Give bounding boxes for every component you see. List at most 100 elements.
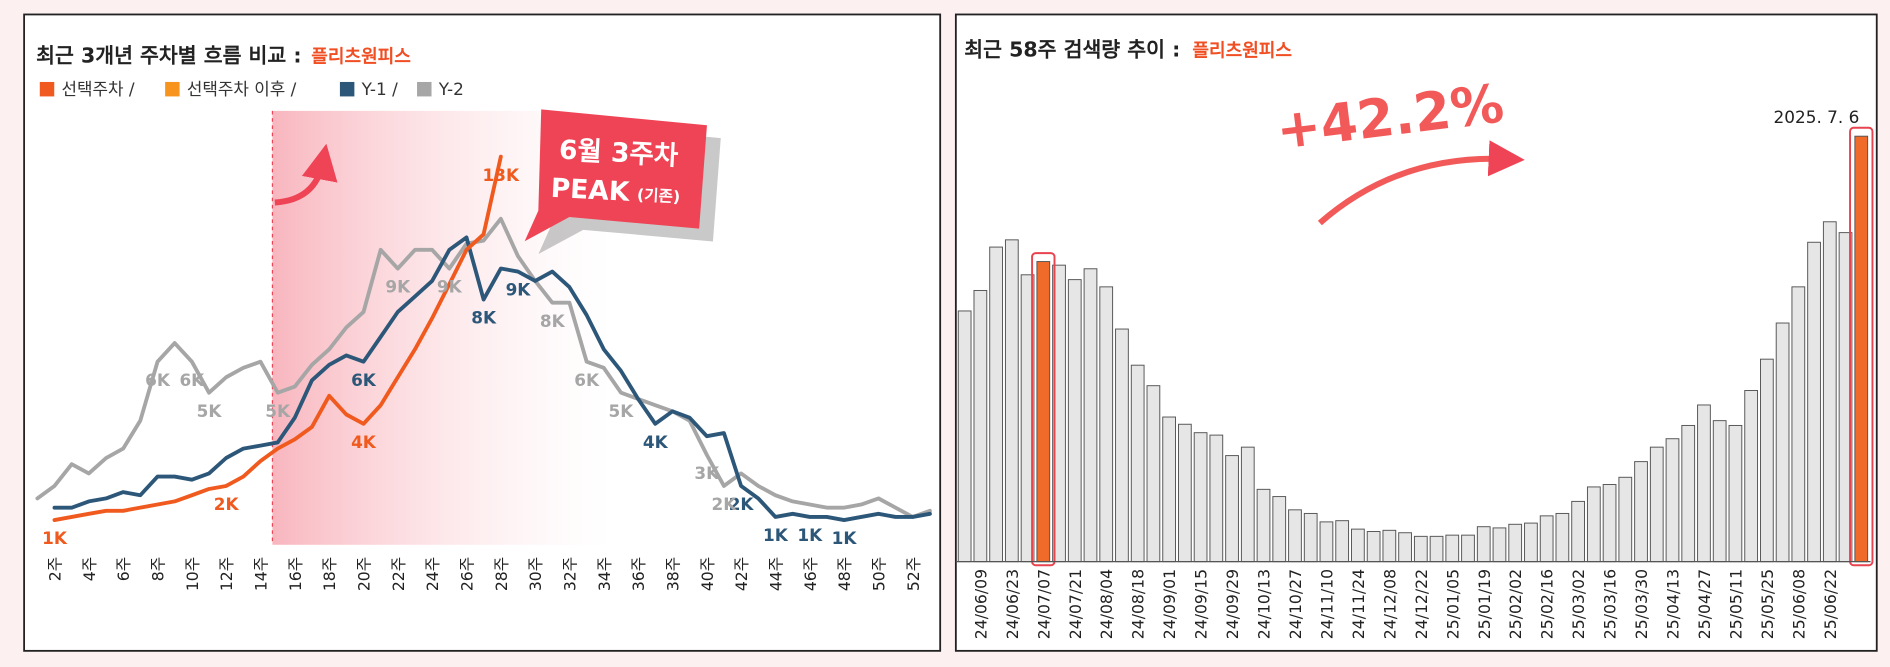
data-label: 5K — [609, 401, 635, 421]
data-label: 1K — [832, 528, 858, 548]
x-tick-label: 24주 — [423, 557, 442, 591]
x-tick-label: 24/10/27 — [1286, 569, 1305, 639]
x-tick-label: 24/11/10 — [1317, 569, 1336, 639]
data-label: 4K — [351, 432, 377, 452]
bar — [1822, 221, 1837, 563]
chart-title: 최근 58주 검색량 추이 : 플리츠원피스 — [964, 38, 1292, 62]
bar — [1634, 461, 1648, 563]
bar — [1508, 523, 1523, 563]
legend-label: 선택주차 이후 / — [187, 79, 297, 99]
x-tick-label: 25/05/11 — [1726, 569, 1745, 639]
x-tick-label: 28주 — [492, 557, 511, 591]
bar — [1476, 526, 1491, 563]
data-label: 2K — [712, 494, 738, 514]
callout-text: PEAK — [550, 173, 632, 208]
x-tick-label: 25/02/02 — [1506, 569, 1525, 639]
bar — [989, 246, 1003, 563]
data-label: 8K — [540, 311, 566, 331]
x-tick-label: 25/06/08 — [1789, 569, 1808, 639]
bar — [1146, 385, 1161, 563]
x-tick-label: 48주 — [835, 557, 854, 591]
bar — [1004, 239, 1019, 563]
x-tick-label: 2주 — [46, 557, 65, 581]
title-highlight: 플리츠원피스 — [1192, 41, 1292, 62]
bar — [1130, 364, 1145, 563]
data-label: 13K — [483, 165, 520, 185]
x-tick-label: 24/12/08 — [1380, 569, 1399, 639]
data-label: 6K — [179, 370, 205, 390]
data-label: 4K — [643, 432, 669, 452]
bar — [1681, 424, 1696, 563]
bar — [1256, 488, 1271, 563]
x-tick-label: 44주 — [766, 557, 785, 591]
bar — [1492, 527, 1507, 563]
data-label: 6K — [351, 370, 377, 390]
x-tick-label: 16주 — [286, 557, 305, 591]
bar — [1225, 455, 1239, 563]
bar — [1083, 268, 1098, 563]
data-label: 1K — [42, 528, 68, 548]
x-tick-label: 8주 — [149, 557, 168, 581]
bar — [1240, 446, 1255, 563]
x-tick-label: 25/05/25 — [1758, 569, 1777, 639]
bar — [1429, 535, 1444, 563]
callout-text: (기존) — [637, 185, 681, 206]
x-tick-label: 6주 — [114, 557, 133, 581]
series-line — [35, 216, 932, 519]
bar — [1445, 534, 1460, 563]
x-tick-label: 25/03/30 — [1632, 569, 1651, 639]
x-tick-label: 4주 — [80, 557, 99, 581]
chart-title: 최근 3개년 주차별 흐름 비교 : 플리츠원피스 — [36, 44, 411, 68]
x-tick-label: 14주 — [252, 557, 271, 591]
bar — [1649, 446, 1664, 563]
x-tick-label: 46주 — [801, 557, 820, 591]
x-tick-label: 24/06/09 — [971, 569, 990, 639]
x-tick-label: 24/06/23 — [1003, 569, 1022, 639]
bar — [1618, 476, 1633, 563]
bar — [1524, 522, 1538, 563]
data-label: 5K — [197, 401, 223, 421]
bar — [1571, 500, 1585, 563]
x-tick-label: 22주 — [389, 557, 408, 591]
x-tick-label: 24/10/13 — [1255, 569, 1274, 639]
bar — [1036, 261, 1051, 563]
legend-swatch — [165, 81, 180, 97]
series-line — [52, 235, 932, 523]
callout: 6월 3주차 PEAK (기존) — [524, 109, 721, 255]
bar — [1366, 531, 1381, 563]
x-tick-label: 25/04/27 — [1695, 569, 1714, 639]
bar — [1665, 438, 1680, 563]
legend-swatch — [39, 81, 55, 97]
bar — [1461, 534, 1475, 563]
bar — [1586, 486, 1601, 563]
callout-text: 6월 3주차 — [558, 135, 679, 172]
x-tick-label: 24/08/04 — [1097, 569, 1116, 639]
title-main: 최근 3개년 주차별 흐름 비교 : — [36, 44, 301, 68]
data-label: 9K — [506, 280, 532, 300]
legend-swatch — [417, 81, 432, 97]
x-tick-label: 24/09/01 — [1160, 569, 1179, 639]
data-label: 3K — [694, 463, 720, 483]
title-main: 최근 58주 검색량 추이 : — [964, 38, 1180, 62]
legend-label: Y-2 — [438, 79, 464, 99]
bar — [1744, 390, 1759, 563]
bar — [1728, 424, 1743, 563]
x-tick-label: 40주 — [698, 557, 717, 591]
bar — [1209, 434, 1224, 563]
x-tick-label: 52주 — [904, 557, 923, 591]
x-tick-label: 24/11/24 — [1349, 569, 1368, 639]
line-layer: 1K 2K 4K 13K 6K 8K 9K 4K 2K 1K 1K 1K 6K 6K 5K 5K 9K 9K 8K 6… — [35, 154, 932, 548]
data-label: 6K — [145, 370, 171, 390]
bar — [1791, 286, 1806, 563]
data-label: 1K — [797, 525, 823, 545]
x-tick-label: 25/04/13 — [1664, 569, 1683, 639]
title-highlight: 플리츠원피스 — [311, 47, 411, 68]
bar — [1099, 286, 1114, 563]
x-tick-label: 32주 — [560, 557, 579, 591]
x-tick-label: 30주 — [526, 557, 545, 591]
x-tick-label: 25/03/16 — [1601, 569, 1620, 639]
callout-box — [524, 109, 707, 242]
x-tick-label: 25/03/02 — [1569, 569, 1588, 639]
data-label: 9K — [385, 277, 411, 297]
